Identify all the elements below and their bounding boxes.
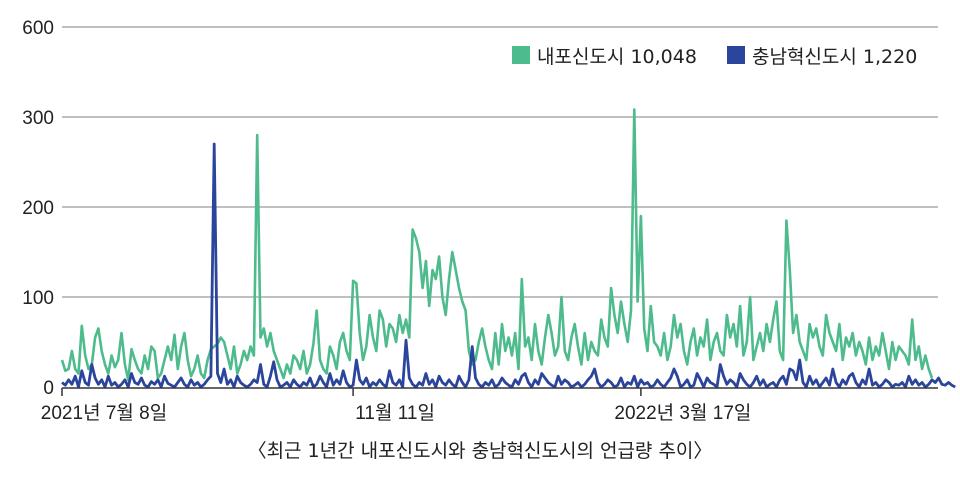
y-tick-label: 600 (22, 18, 54, 39)
y-axis-ticks: 0 100 200 300 600 (22, 18, 54, 399)
series-line-naepo (60, 108, 934, 382)
legend-label-chungnam: 충남혁신도시 1,220 (752, 46, 917, 68)
y-tick-label: 200 (22, 198, 54, 219)
legend: 내포신도시 10,048 충남혁신도시 1,220 (512, 46, 917, 68)
series-lines (60, 108, 956, 389)
legend-label-naepo: 내포신도시 10,048 (537, 46, 697, 68)
x-tick-label: 2021년 7월 8일 (41, 402, 167, 424)
chart-caption: 〈최근 1년간 내포신도시와 충남혁신도시의 언급량 추이〉 (247, 440, 713, 462)
x-tick-label: 11월 11일 (355, 402, 435, 424)
x-axis-ticks: 2021년 7월 8일 11월 11일 2022년 3월 17일 (41, 388, 751, 424)
x-tick-label: 2022년 3월 17일 (614, 402, 751, 424)
y-tick-label: 300 (22, 108, 54, 129)
legend-swatch-chungnam (727, 46, 745, 64)
line-chart: 0 100 200 300 600 2021년 7월 8일 11월 11일 2022년 3월… (22, 18, 956, 424)
series-line-chungnam (61, 142, 956, 389)
y-tick-label: 100 (22, 288, 54, 309)
legend-swatch-naepo (512, 46, 530, 64)
y-tick-label: 0 (43, 378, 54, 399)
